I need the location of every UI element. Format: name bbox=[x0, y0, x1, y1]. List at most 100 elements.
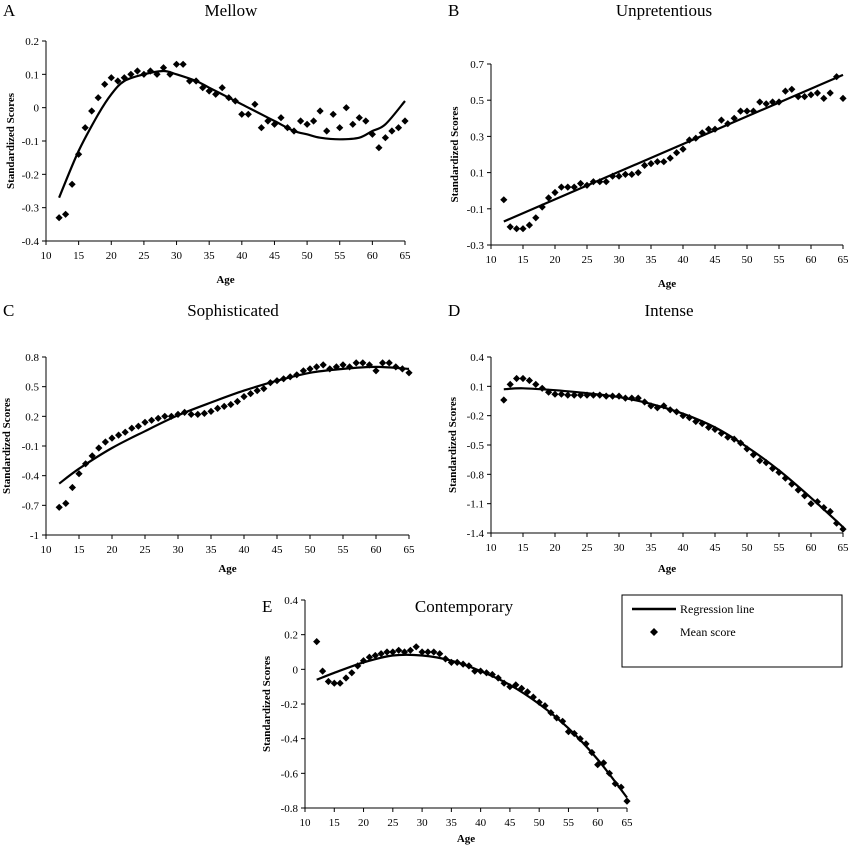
x-tick-label: 40 bbox=[239, 544, 251, 556]
mean-score-point bbox=[349, 120, 357, 128]
mean-score-point bbox=[388, 127, 396, 135]
mean-score-point bbox=[557, 390, 565, 398]
mean-score-point bbox=[506, 223, 514, 231]
x-tick-label: 55 bbox=[338, 544, 350, 556]
mean-score-point bbox=[577, 179, 585, 188]
mean-score-point bbox=[75, 470, 83, 478]
mean-score-point bbox=[365, 653, 373, 661]
mean-score-point bbox=[724, 433, 732, 441]
mean-score-point bbox=[336, 679, 344, 687]
mean-score-point bbox=[251, 100, 259, 108]
mean-score-point bbox=[326, 365, 334, 373]
x-tick-label: 65 bbox=[838, 542, 850, 554]
panel-letter-d: D bbox=[448, 301, 460, 320]
mean-score-point bbox=[756, 457, 764, 465]
mean-score-point bbox=[306, 365, 314, 373]
chart-title-a: Mellow bbox=[205, 1, 259, 20]
mean-score-point bbox=[62, 210, 70, 218]
mean-score-point bbox=[323, 127, 331, 135]
mean-score-point bbox=[355, 114, 363, 122]
mean-score-point bbox=[653, 158, 661, 166]
mean-score-point bbox=[319, 361, 327, 369]
x-tick-label: 50 bbox=[742, 542, 754, 554]
chart-title-d: Intense bbox=[644, 301, 693, 320]
x-tick-label: 55 bbox=[774, 542, 786, 554]
mean-score-point bbox=[839, 525, 847, 533]
mean-score-point bbox=[570, 391, 578, 399]
mean-score-point bbox=[187, 410, 195, 418]
mean-score-point bbox=[81, 124, 89, 132]
x-tick-label: 50 bbox=[305, 544, 317, 556]
y-tick-label: -0.4 bbox=[22, 236, 40, 248]
x-tick-label: 30 bbox=[614, 542, 626, 554]
x-tick-label: 55 bbox=[774, 254, 786, 266]
mean-score-point bbox=[264, 117, 272, 125]
y-tick-label: 0.5 bbox=[470, 95, 484, 107]
y-tick-label: -0.8 bbox=[281, 803, 299, 815]
legend-label-mean: Mean score bbox=[680, 625, 736, 639]
mean-score-point bbox=[346, 363, 354, 371]
x-tick-label: 50 bbox=[534, 817, 546, 829]
mean-score-point bbox=[354, 662, 362, 670]
mean-score-point bbox=[114, 77, 122, 85]
chart-title-b: Unpretentious bbox=[616, 1, 712, 20]
mean-score-point bbox=[525, 376, 533, 385]
mean-score-point bbox=[775, 468, 783, 476]
mean-score-point bbox=[762, 100, 770, 108]
y-tick-label: -0.2 bbox=[467, 411, 484, 423]
y-tick-label: -0.4 bbox=[22, 471, 40, 483]
mean-score-point bbox=[205, 87, 213, 95]
mean-score-point bbox=[313, 638, 321, 646]
mean-score-point bbox=[673, 149, 681, 157]
mean-score-point bbox=[807, 500, 815, 508]
regression-line-d bbox=[503, 387, 844, 528]
mean-score-point bbox=[623, 797, 631, 805]
y-tick-label: 0.2 bbox=[25, 411, 39, 423]
mean-score-point bbox=[405, 369, 413, 377]
x-tick-label: 20 bbox=[106, 250, 118, 262]
x-tick-label: 60 bbox=[371, 544, 383, 556]
chart-panel-a: A Mellow 10 15 20 25 30 35 40 45 50 55 60 65 -0.4 -0.3 -… bbox=[3, 1, 411, 286]
y-tick-label: 0.2 bbox=[25, 36, 39, 48]
x-tick-label: 40 bbox=[236, 250, 248, 262]
panel-letter-e: E bbox=[262, 597, 272, 616]
y-tick-label: 0.2 bbox=[284, 630, 298, 642]
y-tick-label: 0.1 bbox=[470, 168, 484, 180]
mean-score-point bbox=[647, 402, 655, 410]
mean-score-point bbox=[277, 114, 285, 122]
x-tick-label: 60 bbox=[367, 250, 379, 262]
mean-score-point bbox=[506, 380, 514, 388]
mean-score-point bbox=[583, 391, 591, 399]
mean-score-point bbox=[342, 674, 350, 682]
mean-score-point bbox=[244, 110, 252, 118]
chart-panel-c: C Sophisticated 10 15 20 25 30 35 40 45 50 55 60 65 -1… bbox=[1, 301, 415, 575]
mean-score-point bbox=[679, 145, 687, 153]
y-tick-label: -0.3 bbox=[22, 203, 40, 215]
mean-score-point bbox=[127, 70, 135, 78]
mean-score-point bbox=[395, 646, 403, 654]
x-tick-label: 30 bbox=[173, 544, 185, 556]
y-tick-label: 0 bbox=[34, 103, 40, 115]
mean-score-point bbox=[371, 651, 379, 660]
y-tick-label: -0.4 bbox=[281, 734, 299, 746]
mean-score-point bbox=[240, 393, 248, 401]
mean-score-point bbox=[500, 396, 508, 404]
x-tick-label: 35 bbox=[206, 544, 218, 556]
x-tick-label: 25 bbox=[138, 250, 150, 262]
mean-score-point bbox=[330, 679, 338, 687]
mean-score-point bbox=[615, 172, 623, 180]
mean-score-point bbox=[207, 407, 215, 415]
y-axis-label-c: Standardized Scores bbox=[1, 397, 13, 494]
mean-score-point bbox=[167, 412, 175, 420]
x-tick-label: 45 bbox=[269, 250, 281, 262]
mean-score-point bbox=[352, 359, 360, 367]
mean-score-point bbox=[68, 180, 76, 188]
x-tick-label: 20 bbox=[550, 542, 562, 554]
x-tick-label: 45 bbox=[504, 817, 516, 829]
mean-score-point bbox=[660, 158, 668, 166]
y-axis-label-e: Standardized Scores bbox=[261, 655, 273, 752]
mean-score-point bbox=[743, 107, 751, 115]
x-tick-label: 30 bbox=[171, 250, 183, 262]
mean-score-point bbox=[471, 667, 479, 675]
mean-score-point bbox=[336, 124, 344, 132]
